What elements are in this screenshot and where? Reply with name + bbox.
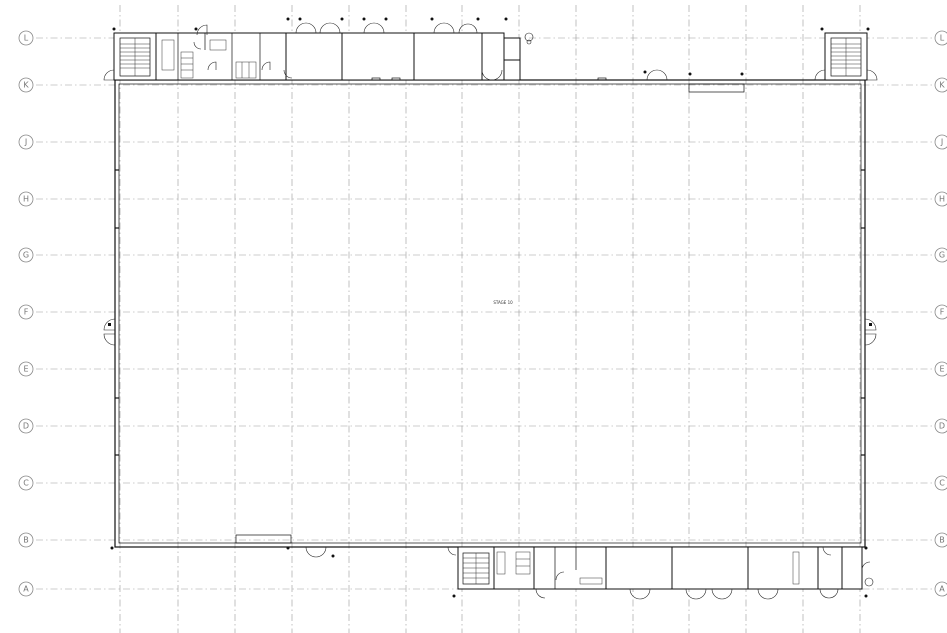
west-double-door <box>103 318 116 346</box>
svg-text:L: L <box>24 34 29 43</box>
grid-bubble-l-left: L <box>18 30 34 46</box>
north-support-block <box>155 22 534 81</box>
svg-text:H: H <box>939 195 945 204</box>
stair-northeast <box>814 32 878 81</box>
grid-bubble-k-left: K <box>18 77 34 93</box>
grid-bubbles-right: L K J H G F E D C B A <box>934 30 947 597</box>
svg-text:L: L <box>940 34 945 43</box>
svg-text:E: E <box>23 365 28 374</box>
grid-bubble-h-right: H <box>934 191 947 207</box>
grid-bubble-b-left: B <box>18 532 34 548</box>
grid-bubble-a-left: A <box>18 581 34 597</box>
grid-bubble-j-left: J <box>18 134 34 150</box>
svg-text:J: J <box>24 138 27 147</box>
svg-text:H: H <box>23 195 29 204</box>
svg-text:B: B <box>23 536 29 545</box>
grid-bubble-b-right: B <box>934 532 947 548</box>
svg-text:G: G <box>939 251 945 260</box>
grid-bubble-j-right: J <box>934 134 947 150</box>
svg-text:K: K <box>23 81 29 90</box>
grid-bubble-f-left: F <box>18 304 34 320</box>
svg-text:C: C <box>939 479 945 488</box>
grid-bubble-g-right: G <box>934 247 947 263</box>
stage-label: STAGE 10 <box>493 300 513 305</box>
grid-bubble-h-left: H <box>18 191 34 207</box>
grid-bubble-k-right: K <box>934 77 947 93</box>
grid-bubble-g-left: G <box>18 247 34 263</box>
grid-bubble-c-left: C <box>18 475 34 491</box>
svg-text:F: F <box>24 308 29 317</box>
svg-text:D: D <box>939 422 945 431</box>
south-support-block <box>447 546 874 600</box>
svg-text:G: G <box>23 251 29 260</box>
grid-bubble-c-right: C <box>934 475 947 491</box>
grid-bubble-e-right: E <box>934 361 947 377</box>
grid-bubbles-left: L K J H G F E D C B A <box>18 30 34 597</box>
vertical-grid-lines <box>119 5 861 633</box>
svg-text:B: B <box>939 536 945 545</box>
column-markers <box>110 17 870 598</box>
svg-text:A: A <box>939 585 945 594</box>
stair-northwest <box>103 32 157 81</box>
east-double-door <box>864 318 877 346</box>
grid-bubble-e-left: E <box>18 361 34 377</box>
svg-text:E: E <box>939 365 944 374</box>
grid-bubble-d-left: D <box>18 418 34 434</box>
svg-text:J: J <box>940 138 943 147</box>
grid-bubble-l-right: L <box>934 30 947 46</box>
svg-text:C: C <box>23 479 29 488</box>
grid-bubble-d-right: D <box>934 418 947 434</box>
horizontal-grid-lines <box>36 37 933 590</box>
south-stage-door <box>305 546 327 558</box>
svg-text:F: F <box>940 308 945 317</box>
svg-text:A: A <box>23 585 29 594</box>
grid-bubble-a-right: A <box>934 581 947 597</box>
svg-text:D: D <box>23 422 29 431</box>
stage-walls <box>114 79 866 548</box>
grid-bubble-f-right: F <box>934 304 947 320</box>
svg-text:K: K <box>939 81 945 90</box>
north-stage-doors <box>371 69 668 81</box>
